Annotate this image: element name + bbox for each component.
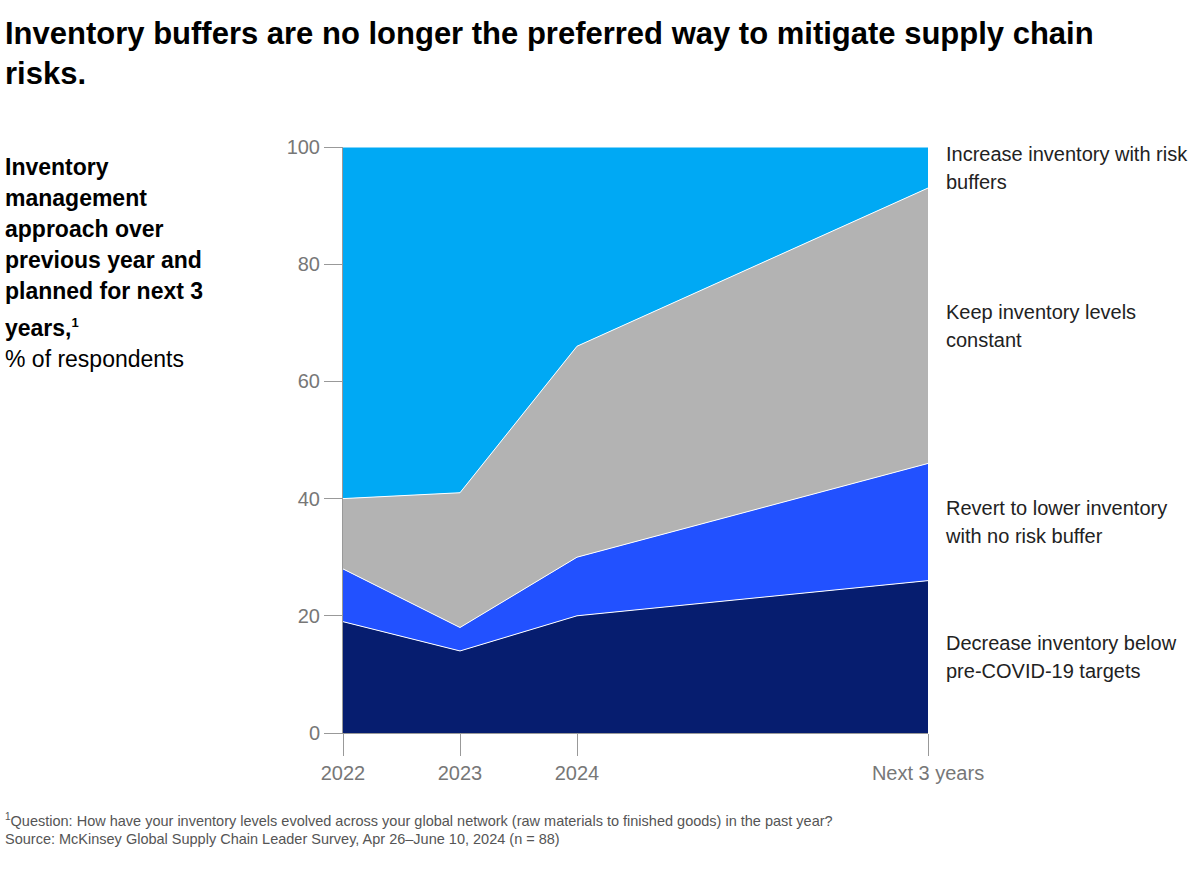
- svg-text:40: 40: [298, 488, 320, 510]
- html-text:Decrease inventory below pre-C: Decrease inventory below pre-COVID-19 ta…: [946, 631, 1177, 682]
- svg-text:2022: 2022: [321, 762, 366, 784]
- html-text:Revert to lower inventory with: Revert to lower inventory with no risk b…: [946, 497, 1168, 547]
- svg-text:Next 3 years: Next 3 years: [872, 762, 984, 784]
- svg-text:2023: 2023: [438, 762, 483, 784]
- svg-text:100: 100: [287, 136, 320, 158]
- svg-text:20: 20: [298, 605, 320, 627]
- html-text:Source: McKinsey Global Supply: Source: McKinsey Global Supply Chain Lea…: [5, 830, 560, 847]
- svg-text:2024: 2024: [555, 762, 600, 784]
- html-text:Increase inventory with risk b: Increase inventory with risk buffers: [946, 142, 1188, 193]
- svg-text:60: 60: [298, 370, 320, 392]
- svg-text:0: 0: [309, 722, 320, 744]
- html-text:1Question: How have your inven: 1Question: How have your inventory level…: [5, 811, 833, 829]
- html-text:% of respondents: % of respondents: [5, 345, 184, 372]
- html-text:Inventory management approach: Inventory management approach over previ…: [5, 154, 204, 341]
- html-text:Inventory buffers are no longe: Inventory buffers are no longer the pref…: [5, 16, 1094, 91]
- html-text:Keep inventory levels constant: Keep inventory levels constant: [946, 300, 1137, 351]
- svg-text:80: 80: [298, 253, 320, 275]
